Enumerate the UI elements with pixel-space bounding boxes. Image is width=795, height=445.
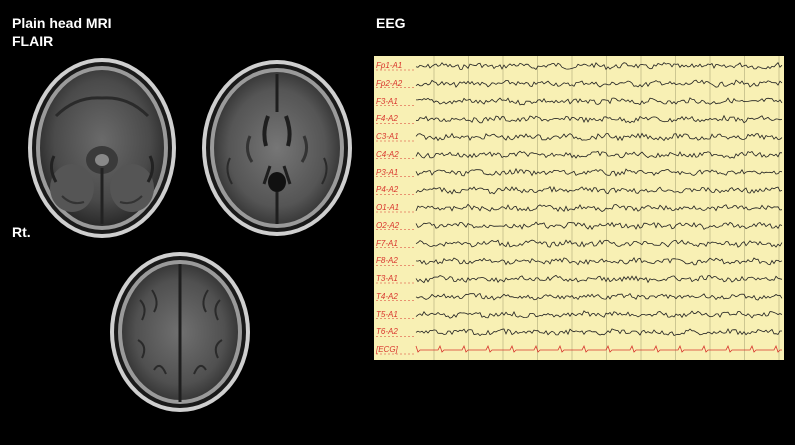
eeg-trace <box>415 221 783 230</box>
eeg-channel-label: Fp1-A1 <box>376 61 403 70</box>
eeg-channel-label: O2-A2 <box>376 220 400 230</box>
mri-axial-vertex-image <box>110 252 250 412</box>
eeg-channel-label: F8-A2 <box>376 256 398 266</box>
eeg-trace <box>415 186 783 195</box>
eeg-trace <box>415 167 783 177</box>
eeg-channel-label: C4-A2 <box>376 149 399 159</box>
mri-title: Plain head MRI <box>12 15 112 31</box>
eeg-channel-label: T5-A1 <box>376 309 398 319</box>
eeg-channel-label: [ECG] <box>376 345 398 354</box>
eeg-traces <box>376 56 783 360</box>
eeg-channel-label: T6-A2 <box>376 327 398 337</box>
eeg-channel-label: F7-A1 <box>376 238 398 248</box>
eeg-trace <box>415 150 783 159</box>
eeg-trace <box>415 239 783 248</box>
eeg-trace <box>415 292 783 301</box>
eeg-channel-label: T4-A2 <box>376 291 398 301</box>
eeg-trace <box>415 97 783 106</box>
eeg-channel-label: F3-A1 <box>376 96 398 106</box>
eeg-trace <box>415 328 782 337</box>
eeg-channel-label: Fp2-A2 <box>376 78 403 88</box>
eeg-tracing-panel: Fp1-A1 Fp2-A2 F3-A1 F4-A2 C3-A1 C4-A2 P3-A1 P4-… <box>374 56 784 360</box>
eeg-trace <box>415 274 783 284</box>
eeg-channel-label: P3-A1 <box>376 167 399 177</box>
eeg-title: EEG <box>376 15 406 31</box>
eeg-trace <box>415 344 782 353</box>
eeg-trace <box>415 79 783 88</box>
eeg-trace <box>415 203 783 213</box>
eeg-trace <box>415 62 783 71</box>
eeg-channel-label: C3-A1 <box>376 132 399 141</box>
eeg-trace <box>415 310 783 319</box>
eeg-trace <box>415 132 783 142</box>
mri-axial-posterior-fossa-image <box>28 58 176 238</box>
mri-sequence-label: FLAIR <box>12 33 54 49</box>
eeg-channel-label: O1-A1 <box>376 203 400 212</box>
mri-axial-basal-ganglia-image <box>202 60 352 236</box>
eeg-trace <box>415 114 783 124</box>
eeg-channel-label: T3-A1 <box>376 274 398 283</box>
eeg-channel-label: F4-A2 <box>376 114 398 124</box>
eeg-trace <box>415 256 783 266</box>
eeg-channel-label: P4-A2 <box>376 185 399 195</box>
right-side-label: Rt. <box>12 224 31 240</box>
